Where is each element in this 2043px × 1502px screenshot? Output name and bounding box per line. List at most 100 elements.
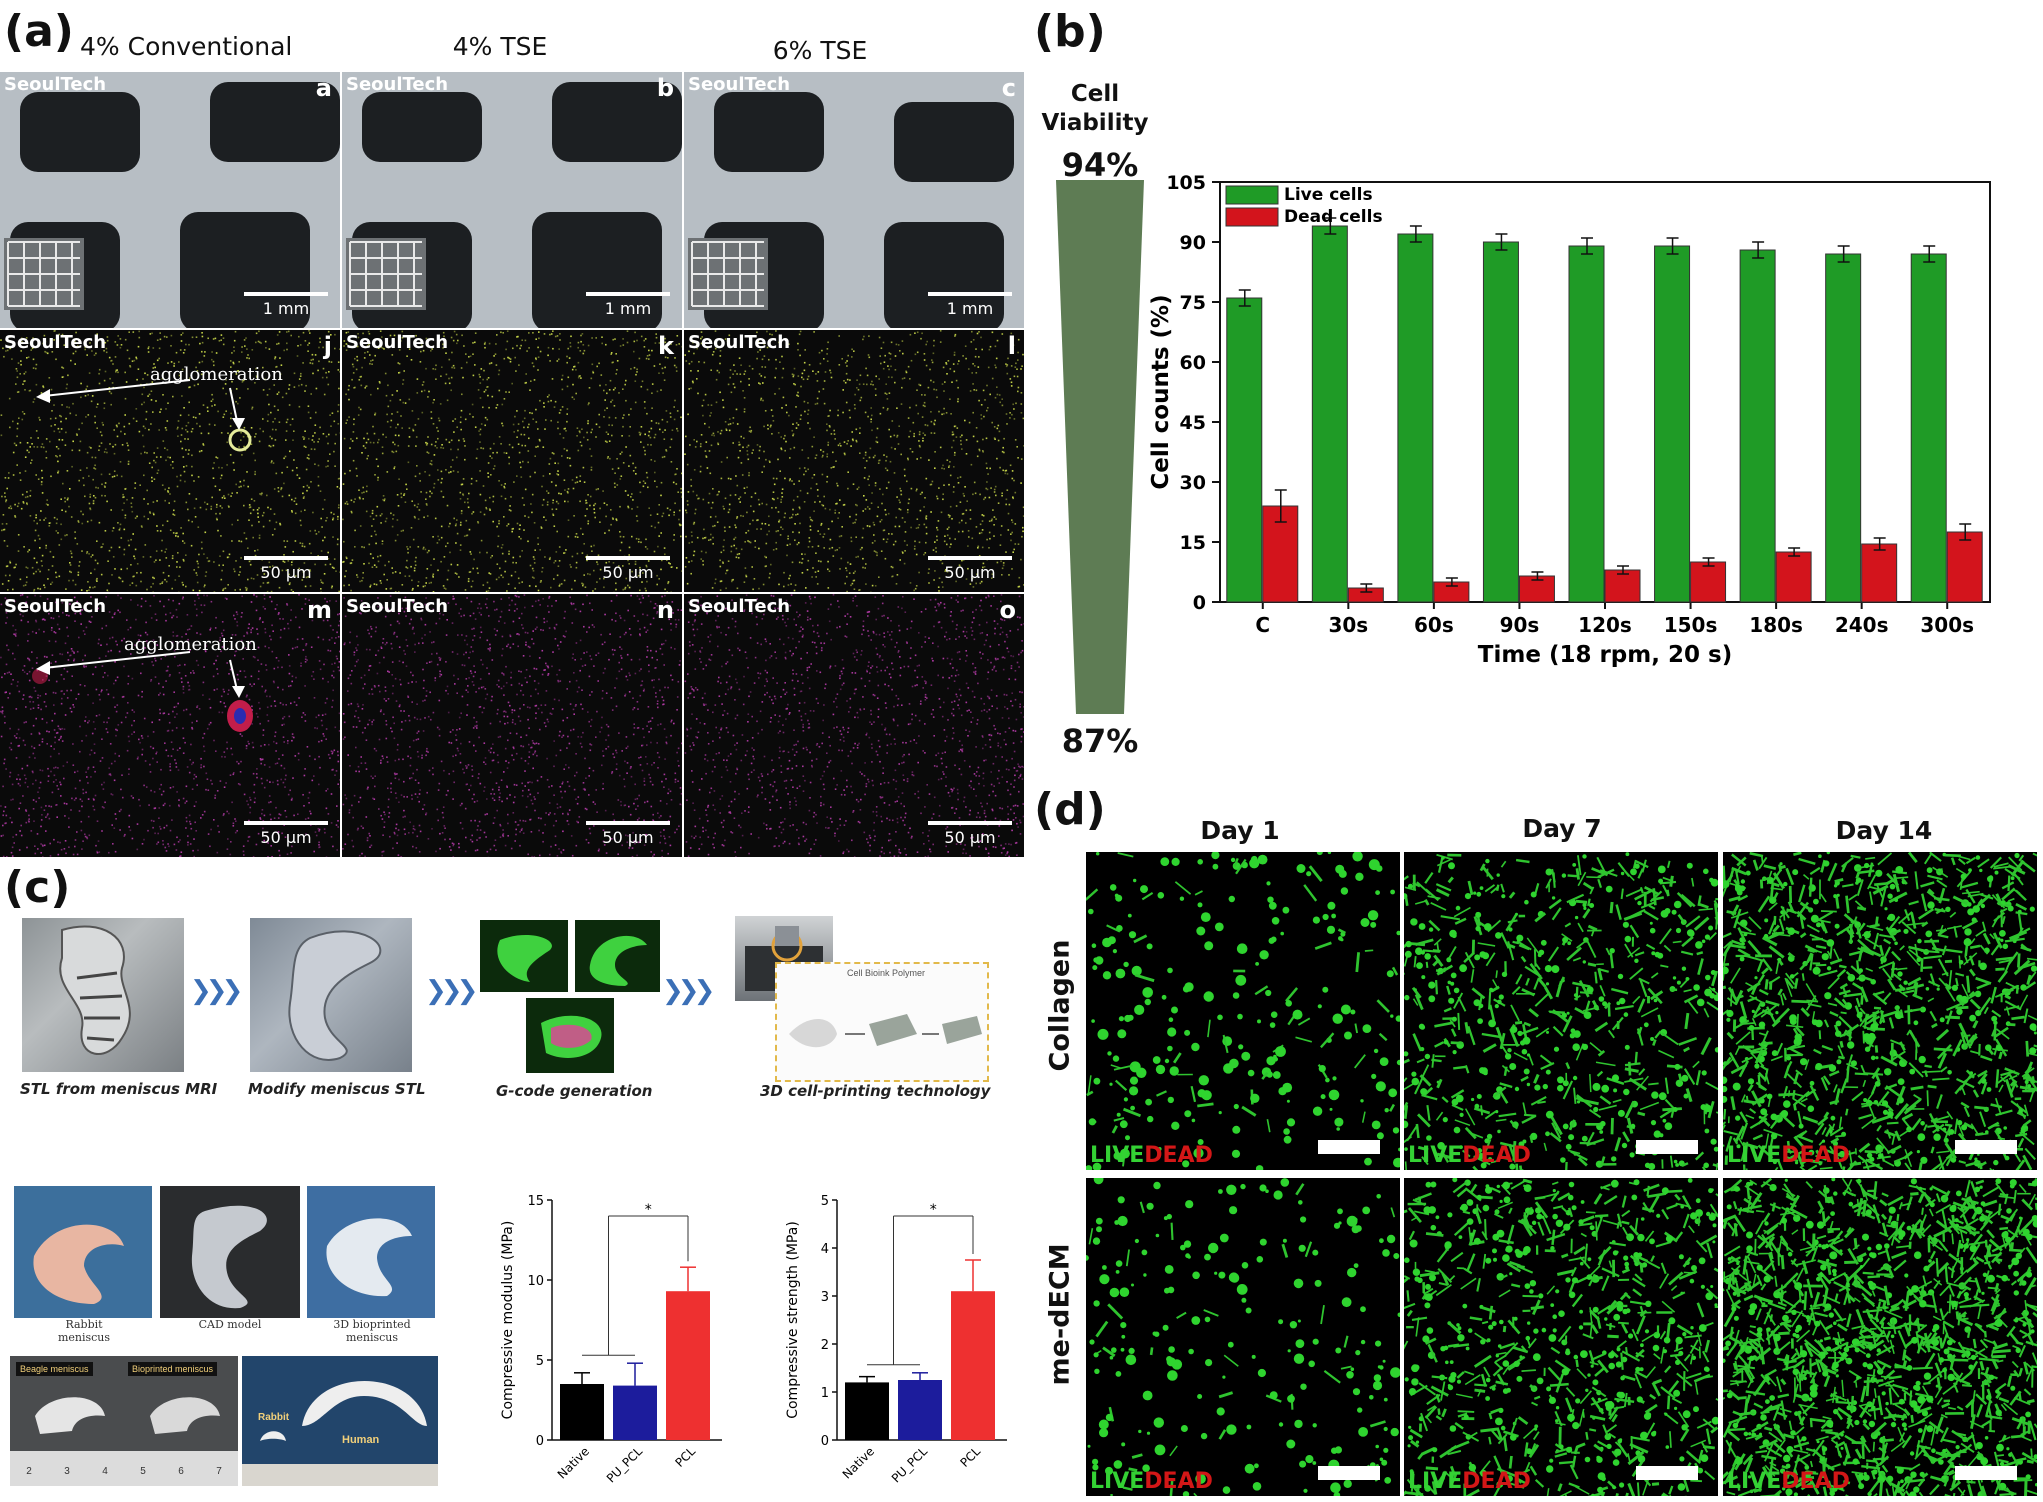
scale-bar: 50 μm: [586, 821, 670, 847]
livedead-image-collagen-day-7: LIVEDEAD: [1404, 852, 1718, 1170]
ruler-tick: 3: [64, 1466, 70, 1477]
panel-d-image-grid: LIVEDEAD LIVEDEAD LIVEDEAD LIVEDEAD LIVEDEAD…: [1086, 852, 2038, 1500]
scale-bar: 1 mm: [244, 292, 328, 318]
scale-bar: [1636, 1466, 1698, 1480]
scale-bar-label: 50 μm: [944, 828, 996, 847]
error-bar: [1923, 245, 1936, 263]
x-tick-label: Native: [555, 1444, 592, 1481]
x-tick-label: PCL: [957, 1444, 983, 1470]
y-tick-label: 15: [1180, 532, 1206, 554]
seoultech-watermark: SeoulTech: [346, 596, 449, 617]
livedead-image-collagen-day-14: LIVEDEAD: [1723, 852, 2037, 1170]
y-tick-label: 0: [536, 1434, 544, 1449]
x-tick-label: 240s: [1835, 613, 1889, 637]
x-tick-label: Native: [840, 1444, 877, 1481]
live-label: LIVE: [1408, 1143, 1463, 1168]
dead-label: DEAD: [1781, 1469, 1850, 1494]
y-tick-label: 1: [821, 1386, 829, 1401]
error-bar: [1495, 233, 1508, 251]
y-tick-label: 90: [1180, 232, 1206, 254]
micrograph-o: SeoulTech o 50 μm: [684, 594, 1024, 857]
dead-label: DEAD: [1144, 1143, 1213, 1168]
scale-bar: [1955, 1466, 2017, 1480]
y-tick-label: 105: [1166, 172, 1206, 194]
scale-bar-label: 50 μm: [602, 563, 654, 582]
compressive-modulus-chart: 0 5 10 15 Native PU_PCL PCL * Compressive modulu…: [500, 1194, 722, 1485]
step-caption-stl: STL from meniscus MRI: [20, 1080, 218, 1098]
seoultech-watermark: SeoulTech: [4, 74, 107, 95]
y-tick-label: 30: [1180, 472, 1206, 494]
significance-bracket: [867, 1215, 974, 1366]
live-label: LIVE: [1727, 1143, 1782, 1168]
scale-bar-label: 50 μm: [260, 563, 312, 582]
y-tick-label: 45: [1180, 412, 1206, 434]
subpanel-letter: a: [315, 74, 332, 102]
seoultech-watermark: SeoulTech: [346, 74, 449, 95]
live-label: LIVE: [1090, 1143, 1145, 1168]
ruler-ticks: 2 3 4 5 6 7: [10, 1466, 238, 1477]
bar-pu-pcl: [613, 1385, 657, 1440]
error-bar: [1409, 225, 1422, 243]
printer-legend: Cell Bioink Polymer: [847, 968, 926, 978]
scale-bar: [1955, 1140, 2017, 1154]
viability-top-value: 94%: [1061, 146, 1139, 184]
scale-bar-label: 1 mm: [946, 299, 994, 318]
scale-bar-label: 1 mm: [604, 299, 652, 318]
mri-meniscus-shape: [59, 925, 131, 1055]
seoultech-watermark: SeoulTech: [688, 596, 791, 617]
error-bar: [1324, 217, 1337, 235]
dead-cells-bar: [1690, 561, 1727, 603]
live-cells-bar: [1739, 249, 1776, 603]
significance-star: *: [645, 1202, 652, 1218]
significance-bracket: [582, 1215, 689, 1356]
row-label-me-decm: me-dECM: [1044, 1243, 1076, 1386]
error-bar: [1531, 571, 1544, 581]
gcode-image-2: [575, 920, 660, 992]
rabbit-meniscus-caption: Rabbit meniscus: [57, 1318, 111, 1344]
micrograph-n: SeoulTech n 50 μm: [342, 594, 682, 857]
micrograph-k: SeoulTech k 50 μm: [342, 330, 682, 592]
printing-process-callout: Cell Bioink Polymer: [775, 962, 989, 1082]
x-tick-label: 120s: [1578, 613, 1632, 637]
scale-bar: 50 μm: [244, 556, 328, 582]
scale-bar-label: 50 μm: [944, 563, 996, 582]
panel-b-letter: (b): [1034, 6, 1106, 57]
column-title-6pct-tse: 6% TSE: [772, 36, 868, 65]
error-bar: [859, 1375, 875, 1383]
cad-model-caption: CAD model: [198, 1318, 262, 1331]
bioprinted-meniscus-caption: 3D bioprinted meniscus: [333, 1318, 411, 1344]
bioprinted-tag: Bioprinted meniscus: [128, 1362, 218, 1376]
y-tick-label: 5: [536, 1354, 544, 1369]
x-tick-label: 30s: [1328, 613, 1368, 637]
stl-mri-image: [22, 918, 184, 1072]
viability-bottom-value: 87%: [1061, 722, 1139, 760]
x-tick-label: PU_PCL: [889, 1444, 930, 1485]
panel-a-image-grid: SeoulTech a 1 mm SeoulTech b 1 mm SeoulTech c 1 …: [0, 72, 1024, 859]
bar-pcl: [951, 1291, 995, 1440]
x-tick-label: 60s: [1414, 613, 1454, 637]
error-bar: [1666, 237, 1679, 255]
live-label: LIVE: [1727, 1469, 1782, 1494]
micrograph-m: SeoulTech m 50 μm agglomeration: [0, 594, 340, 857]
live-dead-label: LIVEDEAD: [1727, 1143, 1850, 1168]
ruler-tick: 6: [178, 1466, 184, 1477]
bar-pcl: [666, 1291, 710, 1440]
subpanel-letter: m: [306, 596, 332, 624]
dead-label: DEAD: [1462, 1143, 1531, 1168]
rabbit-human-photo: Rabbit Human: [242, 1356, 438, 1486]
bioprinted-meniscus-photo: [307, 1186, 435, 1318]
x-tick-label: 150s: [1664, 613, 1718, 637]
gcode-image-1: [480, 920, 568, 992]
scale-bar-label: 1 mm: [262, 299, 310, 318]
viability-title: Cell Viability: [1041, 81, 1149, 136]
scale-bar: 50 μm: [928, 556, 1012, 582]
bar-native: [845, 1382, 889, 1440]
subpanel-letter: k: [658, 332, 674, 360]
micrograph-l: SeoulTech l 50 μm: [684, 330, 1024, 592]
cad-model-photo: [160, 1186, 300, 1318]
dead-cells-bar: [1861, 543, 1898, 603]
live-cells-bar: [1654, 245, 1691, 603]
scale-bar: [1318, 1140, 1380, 1154]
dead-label: DEAD: [1144, 1469, 1213, 1494]
beagle-comparison-photo: Beagle meniscus Bioprinted meniscus 2 3 …: [10, 1356, 238, 1486]
